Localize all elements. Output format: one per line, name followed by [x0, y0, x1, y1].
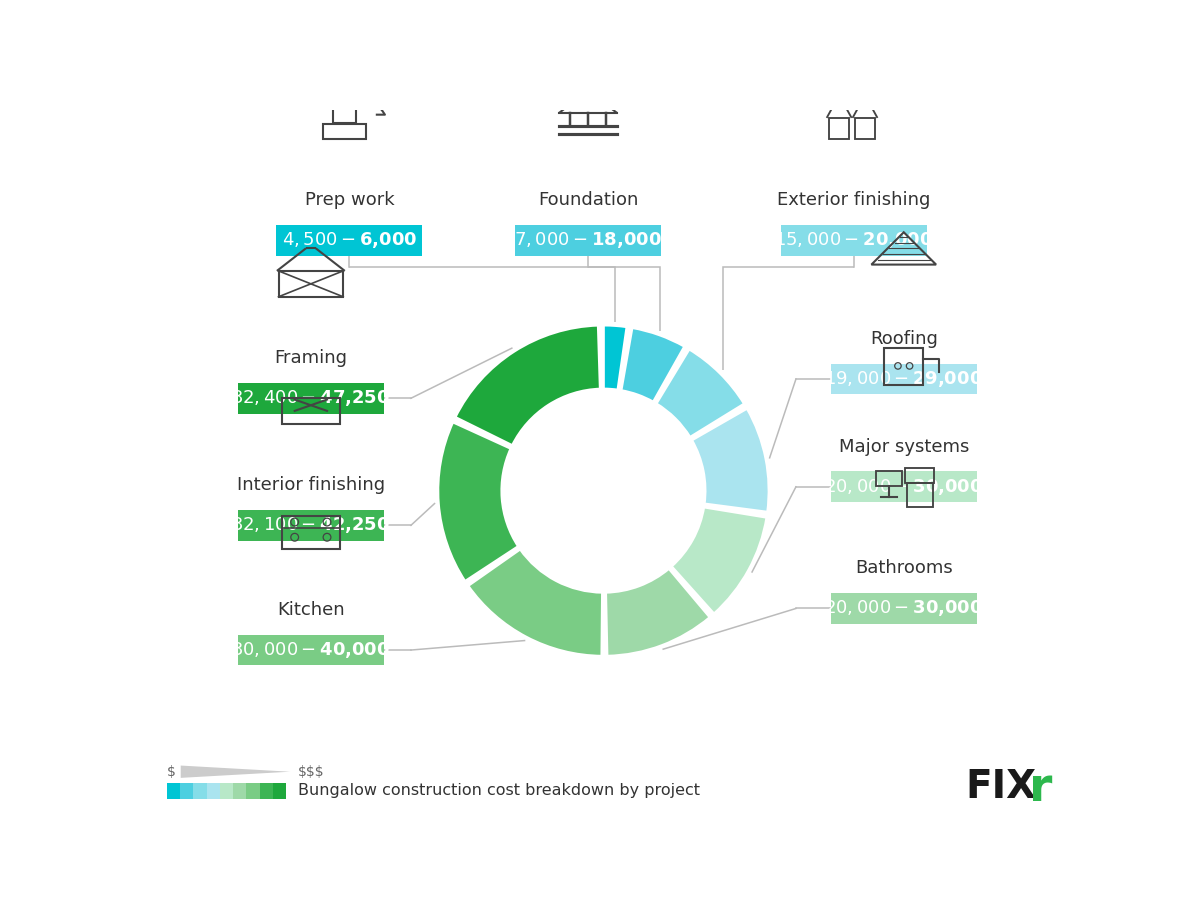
FancyBboxPatch shape [515, 225, 661, 255]
Text: $20,000 - $30,000: $20,000 - $30,000 [824, 477, 983, 497]
Wedge shape [455, 325, 600, 446]
Text: $: $ [167, 765, 175, 778]
Text: Prep work: Prep work [305, 191, 394, 210]
Text: $32,400 - $47,250: $32,400 - $47,250 [232, 388, 390, 408]
FancyBboxPatch shape [220, 783, 233, 799]
Text: $30,000 - $40,000: $30,000 - $40,000 [232, 640, 390, 660]
Text: Bathrooms: Bathrooms [854, 560, 953, 577]
Text: $20,000 - $30,000: $20,000 - $30,000 [824, 598, 983, 618]
Text: $32,100 - $42,250: $32,100 - $42,250 [232, 516, 390, 535]
FancyBboxPatch shape [246, 783, 259, 799]
Text: $4,500 - $6,000: $4,500 - $6,000 [282, 231, 416, 250]
FancyBboxPatch shape [238, 383, 384, 414]
Wedge shape [656, 349, 744, 437]
Wedge shape [671, 507, 767, 614]
FancyBboxPatch shape [233, 783, 246, 799]
Text: Major systems: Major systems [839, 437, 968, 456]
FancyBboxPatch shape [238, 510, 384, 540]
Text: Framing: Framing [275, 349, 347, 368]
Wedge shape [622, 327, 685, 403]
Text: Bungalow construction cost breakdown by project: Bungalow construction cost breakdown by … [298, 784, 700, 799]
FancyBboxPatch shape [780, 225, 926, 255]
FancyBboxPatch shape [276, 225, 422, 255]
Text: $$$: $$$ [298, 765, 324, 778]
Wedge shape [606, 569, 710, 656]
FancyBboxPatch shape [238, 635, 384, 665]
FancyBboxPatch shape [193, 783, 206, 799]
Text: $15,000 - $20,000: $15,000 - $20,000 [774, 231, 934, 250]
Text: $19,000 - $29,000: $19,000 - $29,000 [824, 369, 983, 389]
FancyBboxPatch shape [830, 471, 977, 502]
Text: r: r [1030, 766, 1052, 811]
Circle shape [504, 391, 703, 590]
Text: Foundation: Foundation [538, 191, 638, 210]
FancyBboxPatch shape [259, 783, 272, 799]
Wedge shape [468, 549, 602, 656]
Text: $7,000 - $18,000: $7,000 - $18,000 [515, 231, 662, 250]
Text: Interior finishing: Interior finishing [236, 476, 385, 494]
Wedge shape [691, 408, 769, 512]
FancyBboxPatch shape [830, 593, 977, 624]
Polygon shape [181, 766, 290, 777]
FancyBboxPatch shape [180, 783, 193, 799]
Wedge shape [438, 422, 518, 582]
FancyBboxPatch shape [167, 783, 180, 799]
Wedge shape [604, 325, 626, 390]
Text: Exterior finishing: Exterior finishing [778, 191, 930, 210]
FancyBboxPatch shape [272, 783, 287, 799]
FancyBboxPatch shape [830, 364, 977, 394]
Text: Kitchen: Kitchen [277, 601, 344, 619]
Text: Roofing: Roofing [870, 330, 937, 348]
FancyBboxPatch shape [206, 783, 220, 799]
Text: FIX: FIX [965, 768, 1037, 806]
